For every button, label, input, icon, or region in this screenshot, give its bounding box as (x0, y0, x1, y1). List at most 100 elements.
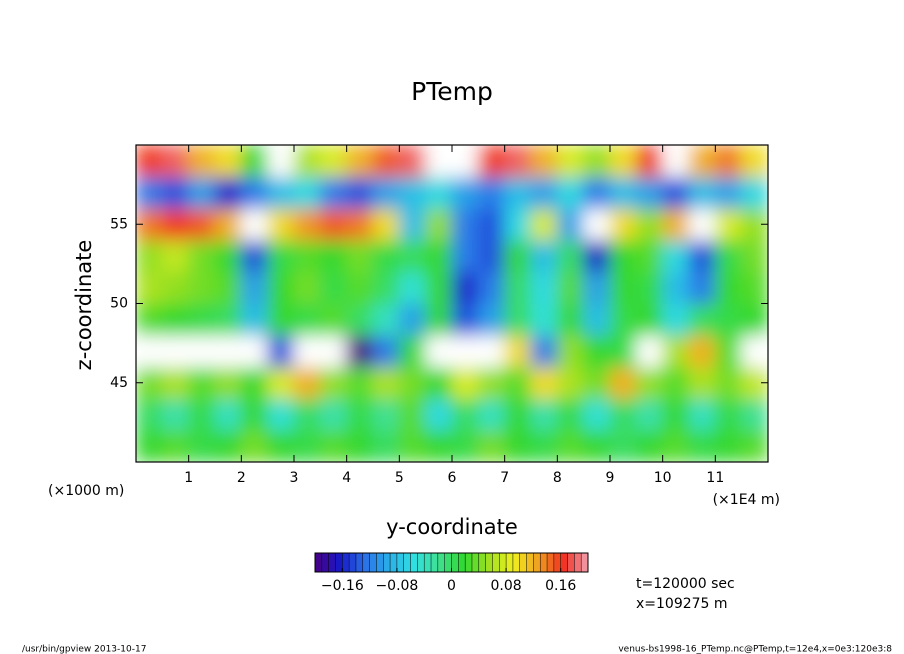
cell (372, 207, 400, 241)
cell (556, 429, 585, 462)
cell (161, 429, 190, 462)
x-tick-label: 4 (342, 470, 351, 486)
colorbar-swatch (492, 553, 500, 572)
cell (161, 366, 190, 400)
colorbar-swatch (512, 553, 521, 572)
cell (662, 303, 690, 336)
colorbar-swatch (519, 553, 527, 572)
cell (240, 239, 269, 273)
cell (583, 303, 611, 336)
cell (346, 429, 374, 462)
cell (188, 176, 216, 209)
cell (609, 429, 637, 462)
cell (714, 145, 743, 178)
colorbar-swatch (581, 553, 589, 572)
colorbar-swatch (362, 553, 370, 572)
cell (583, 271, 611, 304)
cell (688, 145, 716, 178)
x-tick-label: 3 (290, 470, 299, 486)
colorbar-swatch (424, 553, 432, 572)
cell (477, 429, 506, 462)
cell (504, 239, 532, 273)
x-tick-label: 2 (237, 470, 246, 486)
cell (240, 207, 269, 241)
cell (267, 207, 295, 241)
cell (530, 271, 558, 304)
cell (662, 207, 690, 241)
y-tick-label: 45 (110, 375, 128, 391)
field (136, 145, 768, 462)
cell (372, 271, 400, 304)
colorbar-swatch (560, 553, 568, 572)
x-tick-label: 11 (706, 470, 724, 486)
cell (293, 207, 321, 241)
cell (372, 145, 400, 178)
cell (688, 271, 716, 304)
colorbar-swatch (328, 553, 336, 572)
cell (635, 398, 664, 431)
cell (556, 334, 585, 368)
cell (714, 239, 743, 273)
cell (451, 176, 479, 209)
colorbar-swatch (540, 553, 548, 572)
cell (136, 176, 163, 209)
cell (530, 429, 558, 462)
cell (136, 303, 163, 336)
colorbar-tick-label: 0.16 (545, 578, 576, 594)
cell (398, 239, 427, 273)
cell (319, 429, 348, 462)
cell (398, 303, 427, 336)
cell (240, 145, 269, 178)
cell (741, 398, 768, 431)
cell (136, 239, 163, 273)
cell (188, 303, 216, 336)
cell (240, 366, 269, 400)
cell (214, 176, 242, 209)
cell (188, 429, 216, 462)
cell (346, 207, 374, 241)
cell (425, 145, 453, 178)
cell (583, 207, 611, 241)
cell (530, 398, 558, 431)
cell (346, 398, 374, 431)
cell (583, 366, 611, 400)
cell (662, 334, 690, 368)
cell (267, 176, 295, 209)
cell (267, 271, 295, 304)
colorbar-tick-label: −0.08 (375, 578, 418, 594)
cell (583, 176, 611, 209)
colorbar-swatch (335, 553, 343, 572)
cell (556, 207, 585, 241)
cell (372, 429, 400, 462)
x-tick-label: 8 (553, 470, 562, 486)
cell (477, 398, 506, 431)
info: t=120000 sec (636, 576, 735, 592)
cell (741, 176, 768, 209)
colorbar-swatch (410, 553, 418, 572)
colorbar-tick-label: 0.08 (491, 578, 522, 594)
cell (267, 145, 295, 178)
colorbar-swatch (499, 553, 507, 572)
cell (477, 207, 506, 241)
cell (136, 271, 163, 304)
colorbar-swatch (396, 553, 405, 572)
colorbar-swatch (574, 553, 582, 572)
x-tick-label: 7 (500, 470, 509, 486)
cell (530, 334, 558, 368)
cell (583, 398, 611, 431)
cell (635, 239, 664, 273)
cell (662, 366, 690, 400)
colorbar-swatch (465, 553, 473, 572)
cell (214, 271, 242, 304)
cell (688, 207, 716, 241)
cell (319, 366, 348, 400)
cell (161, 239, 190, 273)
colorbar: −0.16 −0.08 0 0.08 0.16 (314, 552, 589, 594)
cell (741, 145, 768, 178)
cell (372, 366, 400, 400)
footer: venus-bs1998-16_PTemp.nc@PTemp,t=12e4,x=… (618, 645, 892, 654)
x-tick-label: 5 (395, 470, 404, 486)
cell (319, 271, 348, 304)
cell (214, 398, 242, 431)
cell (609, 239, 637, 273)
